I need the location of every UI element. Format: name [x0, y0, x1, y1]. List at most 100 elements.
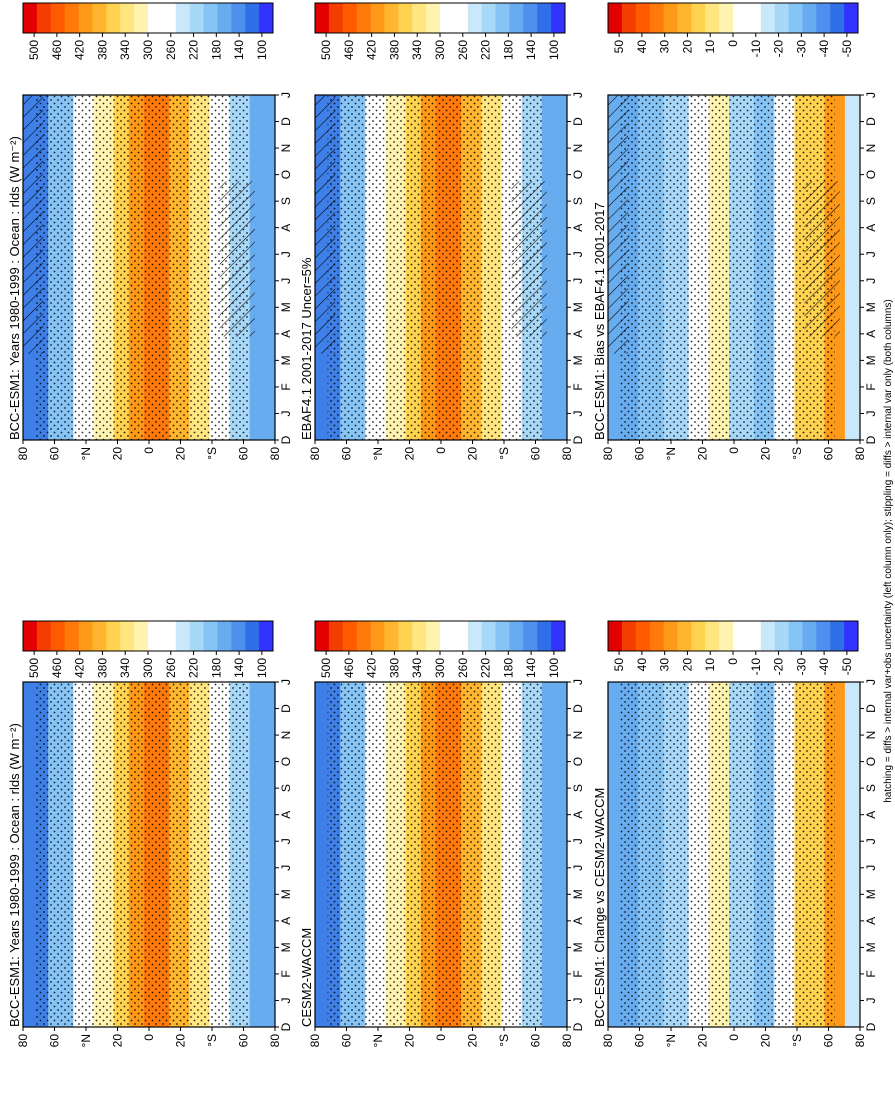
colorbar-swatch [705, 3, 720, 33]
colorbar-p2: 500 460 420 380 340 300 260 220 180 140 100 [22, 620, 274, 678]
colorbar-swatch [788, 621, 803, 651]
colorbar-swatch [148, 621, 163, 651]
x-tick-label: A [279, 330, 293, 338]
y-tick-label: 20 [696, 447, 710, 461]
colorbar-tick-label: 260 [456, 40, 470, 60]
colorbar-swatch [50, 3, 66, 33]
colorbar-tick-label: 180 [501, 658, 515, 678]
colorbar-swatch [342, 621, 358, 651]
x-tick-label: A [279, 917, 293, 925]
colorbar-swatch [523, 3, 538, 33]
colorbar-swatch [733, 3, 748, 33]
colorbar-tick-label: -30 [794, 40, 808, 58]
y-tick-label: °N [79, 447, 93, 460]
colorbar-tick-label: 420 [73, 658, 87, 678]
colorbar-swatch [175, 3, 191, 33]
x-tick-label: O [571, 757, 585, 766]
colorbar-swatch [356, 621, 371, 651]
x-tick-label: J [279, 251, 293, 257]
colorbar-tick-label: 180 [501, 40, 515, 60]
x-tick-label: M [864, 942, 878, 952]
hatching [608, 95, 629, 354]
y-tick-label: 80 [268, 1034, 282, 1048]
colorbar-tick-label: 10 [703, 40, 717, 54]
colorbar-tick-label: 380 [387, 40, 401, 60]
colorbar-swatch [816, 621, 831, 651]
x-tick-label: D [864, 1022, 878, 1031]
x-tick-label: D [571, 1022, 585, 1031]
colorbar-tick-label: 30 [658, 40, 672, 54]
colorbar-swatch [161, 621, 177, 651]
colorbar-swatch [440, 621, 455, 651]
colorbar-swatch [663, 621, 678, 651]
stippling [327, 95, 542, 440]
colorbar-tick-label: 40 [635, 658, 649, 672]
y-tick-label: 20 [759, 447, 773, 461]
colorbar-swatch [509, 621, 524, 651]
colorbar-swatch [495, 621, 510, 651]
x-tick-label: D [279, 435, 293, 444]
x-tick-label: J [571, 997, 585, 1003]
y-tick-label: 20 [759, 1034, 773, 1048]
colorbar-swatch [398, 3, 413, 33]
colorbar-swatch [36, 3, 52, 33]
colorbar-tick-label: 100 [255, 658, 269, 678]
colorbar-swatch [356, 3, 371, 33]
x-tick-label: M [279, 355, 293, 365]
colorbar-swatch [203, 621, 218, 651]
colorbar-swatch [78, 621, 93, 651]
contour-band [541, 682, 567, 1027]
colorbar-swatch [106, 3, 121, 33]
colorbar-tick-label: 420 [365, 658, 379, 678]
x-tick-label: A [571, 811, 585, 819]
colorbar-tick-label: -50 [840, 40, 854, 58]
y-tick-label: 20 [403, 447, 417, 461]
colorbar-p6: 50 40 30 20 10 0 -10 -20 -30 -40 -50 [607, 620, 859, 676]
colorbar-swatch [328, 621, 344, 651]
colorbar-tick-label: 140 [524, 40, 538, 60]
stippling [35, 95, 250, 440]
colorbar-swatch [231, 3, 246, 33]
colorbar-p1: 500 460 420 380 340 300 260 220 180 140 100 [22, 2, 274, 60]
y-tick-label: 20 [111, 447, 125, 461]
colorbar-tick-label: 30 [658, 658, 672, 672]
colorbar-tick-label: 20 [680, 658, 694, 672]
colorbar-tick-label: 380 [387, 658, 401, 678]
colorbar-tick-label: 220 [187, 658, 201, 678]
colorbar-tick-label: 500 [319, 40, 333, 60]
panel-p4: D J F M A M J J A S O N D J 80 60 °N 20 0 20 °S 60 80 CESM2-WAC… [299, 679, 585, 1047]
x-tick-label: S [864, 784, 878, 792]
colorbar-tick-label: 300 [433, 658, 447, 678]
colorbar-swatch [537, 621, 552, 651]
colorbar-swatch [412, 3, 427, 33]
panel-title: BCC-ESM1: Bias vs EBAF4.1 2001-2017 [592, 202, 607, 440]
x-tick-label: M [571, 355, 585, 365]
x-tick-label: F [571, 970, 585, 977]
panel-title: EBAF4.1 2001-2017 Uncer=5% [299, 257, 314, 440]
x-tick-label: J [864, 997, 878, 1003]
x-tick-label: O [279, 170, 293, 179]
colorbar-tick-label: 220 [479, 658, 493, 678]
colorbar-swatch [760, 3, 776, 33]
x-tick-label: J [279, 278, 293, 284]
x-tick-label: J [571, 838, 585, 844]
colorbar-tick-label: -50 [840, 658, 854, 676]
colorbar-swatch [92, 621, 107, 651]
y-tick-label: 60 [633, 447, 647, 461]
x-tick-label: M [279, 942, 293, 952]
y-tick-label: 80 [308, 447, 322, 461]
colorbar-swatch [398, 621, 413, 651]
colorbar-swatch [370, 621, 385, 651]
colorbar-tick-label: 100 [547, 658, 561, 678]
x-tick-label: D [279, 117, 293, 126]
colorbar-swatch [774, 3, 789, 33]
x-tick-label: D [571, 117, 585, 126]
colorbar-tick-label: -40 [817, 658, 831, 676]
y-tick-label: 60 [340, 447, 354, 461]
y-tick-label: °N [79, 1034, 93, 1047]
colorbar-swatch [830, 3, 845, 33]
colorbar-tick-label: -40 [817, 40, 831, 58]
colorbar-swatch [774, 621, 789, 651]
colorbar-swatch [370, 3, 385, 33]
colorbar-swatch [412, 621, 427, 651]
